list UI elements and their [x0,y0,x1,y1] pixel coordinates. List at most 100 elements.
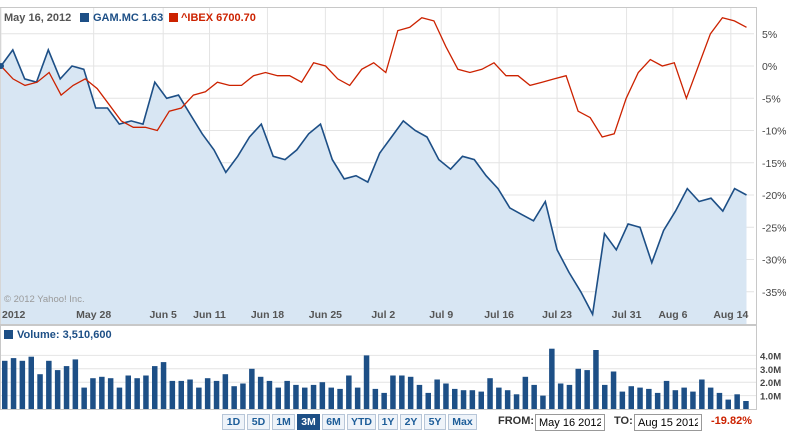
x-tick-label: Jun 25 [309,309,342,321]
volume-bar [425,392,431,409]
range-button-max[interactable]: Max [448,414,477,430]
x-tick-label: Jul 31 [612,309,642,321]
volume-bar [10,358,17,409]
range-button-ytd[interactable]: YTD [347,414,376,430]
volume-bar [143,375,149,409]
volume-bar [654,392,661,409]
volume-bar [354,387,361,409]
volume-bar [575,368,581,409]
range-button-2y[interactable]: 2Y [400,414,422,430]
volume-bar [337,388,343,409]
volume-bar [434,379,440,409]
volume-bar [478,391,484,409]
legend-gam: GAM.MC 1.63 [93,12,163,24]
volume-bar [522,376,529,409]
legend-ibex: ^IBEX 6700.70 [181,12,256,24]
volume-bar [699,379,705,409]
y-tick-label: 0% [762,61,777,73]
x-tick-label: May 28 [76,309,111,321]
volume-plot-frame [0,325,757,410]
volume-bar [54,370,61,409]
volume-bar [372,388,379,409]
volume-bar [469,390,476,409]
start-marker [0,63,4,70]
volume-bar [63,366,70,409]
volume-bar [257,376,264,409]
volume-bar [90,378,96,409]
volume-bar [125,375,131,409]
volume-bar [628,386,634,409]
volume-bar [610,371,617,409]
volume-bar [407,376,414,409]
from-date-input[interactable] [535,414,605,431]
volume-bar [707,387,714,409]
volume-bar [584,370,590,409]
volume-bars [2,348,749,409]
to-date-input[interactable] [634,414,702,431]
volume-bar [187,379,193,409]
y-tick-label: -30% [762,255,787,267]
volume-bar [275,387,281,409]
volume-bar [443,383,449,409]
volume-bar [72,359,79,409]
volume-bar [496,387,502,409]
volume-bar [557,383,564,409]
volume-bar [328,387,334,409]
from-label: FROM: [498,415,535,427]
volume-bar [716,392,723,409]
x-tick-labels: 2012 May 28 Jun 5 Jun 11 Jun 18 Jun 25 Jul 2 Ju… [2,309,748,321]
volume-bar [231,386,237,409]
y-tick-labels: 5% 0% -5% -10% -15% -20% -25% -30% -35% [762,29,787,299]
volume-bar [399,375,405,409]
volume-bar [646,388,652,409]
volume-tick-label: 3.0M [760,365,781,376]
y-tick-label: 5% [762,29,777,41]
volume-bar [266,380,273,409]
volume-bar [504,390,511,409]
x-tick-label: Jul 2 [371,309,395,321]
volume-bar [240,383,246,409]
range-button-1m[interactable]: 1M [272,414,295,430]
volume-bar [416,384,423,409]
gam-area [1,49,747,325]
x-tick-label: Jul 9 [429,309,453,321]
volume-bar [293,384,299,409]
y-tick-label: -25% [762,222,787,234]
change-percent: -19.82% [711,415,752,427]
volume-bar [381,392,387,409]
range-button-5y[interactable]: 5Y [424,414,446,430]
volume-bar [99,376,105,409]
volume-tick-labels: 4.0M 3.0M 2.0M 1.0M [760,351,781,402]
volume-bar [169,380,176,409]
range-button-1y[interactable]: 1Y [378,414,398,430]
volume-bar [116,387,123,409]
volume-bar [743,401,749,409]
y-tick-label: -35% [762,287,787,299]
volume-bar [452,388,458,409]
volume-bar [107,378,114,409]
x-tick-label: Jul 16 [484,309,514,321]
ibex-line [0,16,747,138]
y-tick-label: -20% [762,190,787,202]
range-button-3m[interactable]: 3M [297,414,320,430]
volume-bar [310,384,317,409]
series-lines [0,16,747,317]
x-tick-label: Jun 11 [193,309,226,321]
range-button-6m[interactable]: 6M [322,414,345,430]
range-button-1d[interactable]: 1D [222,414,245,430]
legend-swatch-gam [80,13,89,22]
volume-bar [513,394,520,409]
volume-bar [222,374,229,409]
y-tick-label: -15% [762,158,787,170]
volume-bar [681,387,687,409]
volume-bar [160,362,167,409]
volume-bar [249,368,255,409]
y-tick-label: -10% [762,126,787,138]
range-button-5d[interactable]: 5D [247,414,270,430]
legend-date: May 16, 2012 [4,12,71,24]
volume-bar [196,387,202,409]
volume-tick-label: 2.0M [760,378,781,389]
volume-bar [672,390,679,409]
y-tick-label: -5% [762,93,781,105]
